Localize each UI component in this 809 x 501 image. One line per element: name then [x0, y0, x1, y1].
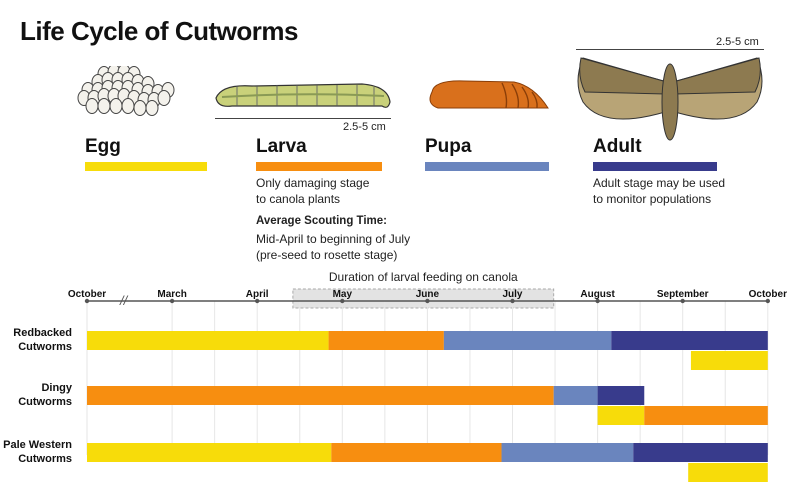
- row-label: Cutworms: [18, 453, 72, 465]
- row-label: Cutworms: [18, 341, 72, 353]
- pupa-color-bar: [425, 162, 549, 171]
- pupa-bar: [443, 331, 612, 350]
- adult-size: 2.5-5 cm: [716, 36, 759, 48]
- row-label: Cutworms: [18, 396, 72, 408]
- egg-color-bar: [85, 162, 207, 171]
- row-label: Dingy: [41, 382, 72, 394]
- stage-larva: Larva: [256, 136, 382, 171]
- pupa-illustration: [429, 80, 549, 109]
- adult-moth-illustration: [577, 57, 763, 141]
- axis-tick: [169, 298, 175, 304]
- stage-pupa: Pupa: [425, 136, 549, 171]
- desc-line: Adult stage may be used: [593, 176, 726, 190]
- month-label: August: [580, 289, 615, 300]
- month-label: June: [416, 289, 440, 300]
- axis-tick: [765, 298, 770, 304]
- egg: [109, 98, 123, 114]
- larva-size: 2.5-5 cm: [343, 121, 386, 133]
- egg-bar: [690, 351, 768, 370]
- larva-bar: [644, 406, 768, 425]
- axis-tick: [255, 298, 260, 304]
- adult-description: Adult stage may be used to monitor popul…: [593, 175, 725, 207]
- egg: [97, 98, 111, 114]
- shade-label: Duration of larval feeding on canola: [329, 270, 518, 284]
- row-label: Redbacked: [13, 327, 72, 339]
- egg: [133, 100, 147, 116]
- egg-bar: [688, 463, 768, 482]
- larva-bar: [331, 443, 502, 462]
- pupa-bar: [501, 443, 634, 462]
- desc-line: to canola plants: [256, 192, 341, 206]
- stage-egg: Egg: [85, 136, 207, 171]
- larva-illustration: [215, 83, 391, 108]
- stage-name: Larva: [256, 136, 307, 157]
- axis-tick: [595, 298, 600, 304]
- page-title: Life Cycle of Cutworms: [20, 16, 298, 46]
- egg: [85, 98, 99, 114]
- desc-line: to monitor populations: [593, 192, 712, 206]
- axis-tick: [425, 298, 430, 304]
- life-cycle-timeline: Duration of larval feeding on canola // Oc…: [3, 270, 787, 482]
- adult-bar: [597, 386, 645, 405]
- egg: [157, 90, 171, 106]
- larva-color-bar: [256, 162, 382, 171]
- month-label: September: [657, 289, 709, 300]
- adult-bar: [633, 443, 768, 462]
- month-label: April: [246, 289, 269, 300]
- month-label: March: [157, 289, 186, 300]
- row-label: Pale Western: [3, 439, 72, 451]
- axis-tick: [510, 298, 515, 304]
- month-label: October: [749, 289, 787, 300]
- pupa-bar: [553, 386, 598, 405]
- egg-cluster-illustration: [77, 66, 175, 116]
- adult-bar: [611, 331, 768, 350]
- larva-bar: [328, 331, 444, 350]
- scouting-line: Mid-April to beginning of July: [256, 232, 411, 246]
- stage-name: Pupa: [425, 136, 472, 157]
- egg-bar: [87, 443, 332, 462]
- larva-bar: [87, 386, 554, 405]
- scouting-line: (pre-seed to rosette stage): [256, 248, 398, 262]
- axis-tick: [680, 298, 685, 304]
- egg: [145, 100, 159, 116]
- egg: [121, 98, 135, 114]
- axis-break-icon: //: [119, 293, 129, 308]
- month-label: May: [333, 289, 353, 300]
- egg-bar: [87, 331, 329, 350]
- egg-bar: [597, 406, 645, 425]
- desc-line: Only damaging stage: [256, 176, 370, 190]
- stage-name: Adult: [593, 136, 642, 157]
- axis-tick: [340, 298, 345, 304]
- axis-tick: [84, 298, 90, 304]
- adult-color-bar: [593, 162, 717, 171]
- stage-name: Egg: [85, 136, 121, 157]
- stage-adult: Adult: [593, 136, 717, 171]
- larval-feeding-shade: [292, 288, 555, 309]
- month-label: October: [68, 289, 106, 300]
- adult-scale-line: [576, 49, 764, 50]
- larva-description: Only damaging stage to canola plants Ave…: [256, 175, 410, 263]
- larva-scale-line: [215, 118, 391, 119]
- scouting-title: Average Scouting Time:: [256, 215, 388, 227]
- month-label: July: [502, 289, 522, 300]
